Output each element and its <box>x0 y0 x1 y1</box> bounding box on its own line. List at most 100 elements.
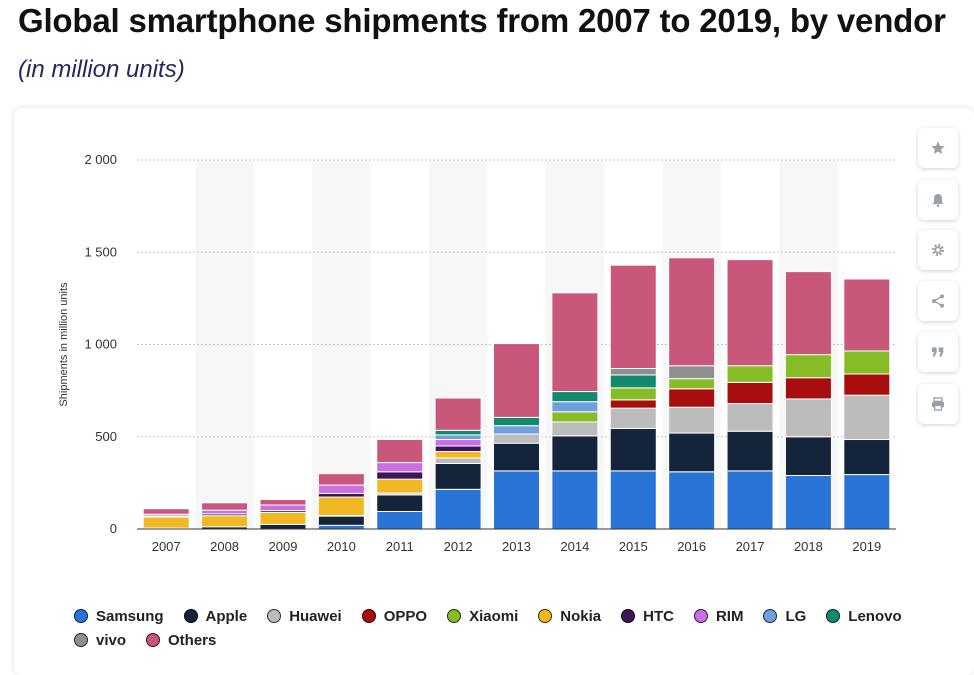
bar-segment-huawei <box>726 403 774 432</box>
bar-segment-apple <box>609 427 657 472</box>
print-icon <box>930 396 946 412</box>
legend-item-lenovo[interactable]: Lenovo <box>826 607 902 625</box>
legend-label: Nokia <box>560 607 602 625</box>
legend-item-htc[interactable]: HTC <box>621 607 674 625</box>
legend-swatch <box>183 609 198 623</box>
legend-item-rim[interactable]: RIM <box>693 608 743 625</box>
bar-segment-others <box>668 257 716 367</box>
x-tick-label: 2007 <box>152 539 181 554</box>
bar-segment-rim <box>434 439 482 447</box>
bar-segment-samsung <box>726 470 774 530</box>
bar-segment-oppo <box>726 381 774 405</box>
y-tick-label: 2 000 <box>84 152 117 167</box>
legend-label: HTC <box>643 607 674 625</box>
bar-segment-huawei <box>434 457 482 465</box>
legend-item-huawei[interactable]: Huawei <box>267 607 342 625</box>
legend-item-vivo[interactable]: vivo <box>74 632 126 649</box>
legend-swatch <box>146 633 161 647</box>
bar-segment-apple <box>317 515 365 526</box>
y-tick-label: 500 <box>95 429 117 444</box>
legend-item-others[interactable]: Others <box>146 631 217 649</box>
bar-segment-vivo <box>668 365 716 380</box>
bar-segment-samsung <box>493 470 540 530</box>
favorite-button[interactable] <box>918 128 958 168</box>
legend-label: LG <box>785 607 807 625</box>
x-tick-label: 2013 <box>502 539 531 554</box>
bar-segment-nokia <box>201 515 249 528</box>
legend-label: Huawei <box>289 607 342 625</box>
legend-item-apple[interactable]: Apple <box>183 607 248 625</box>
legend-label: Lenovo <box>848 607 902 625</box>
legend-swatch <box>538 609 553 623</box>
x-tick-label: 2011 <box>386 539 414 554</box>
bar-segment-htc <box>434 445 482 453</box>
notification-button[interactable] <box>918 180 958 220</box>
bar-segment-samsung <box>784 474 832 530</box>
bar-segment-samsung <box>843 474 891 530</box>
legend-swatch <box>267 609 282 623</box>
legend-label: Apple <box>205 607 248 625</box>
bar-segment-others <box>726 259 774 367</box>
share-icon <box>930 293 946 309</box>
bar-segment-samsung <box>609 470 657 530</box>
bar-segment-huawei <box>668 406 716 434</box>
stacked-bar-chart: 0 500 1 000 1 500 2 000 Shipments in million … <box>58 152 896 554</box>
legend-item-lg[interactable]: LG <box>763 607 807 625</box>
star-icon <box>930 140 946 156</box>
bar-segment-others <box>142 508 190 515</box>
bar-segment-others <box>259 498 307 506</box>
print-button[interactable] <box>918 384 958 424</box>
gear-icon <box>930 242 946 258</box>
bar-segment-others <box>434 397 482 431</box>
legend-item-nokia[interactable]: Nokia <box>538 607 602 625</box>
y-tick-label: 1 000 <box>84 337 117 352</box>
bar-segment-others <box>317 473 365 486</box>
bar-segment-others <box>843 278 891 352</box>
bar-segment-apple <box>843 439 891 476</box>
bar-segment-others <box>201 502 249 511</box>
bar-segment-xiaomi <box>609 387 657 401</box>
legend-item-oppo[interactable]: OPPO <box>361 608 427 625</box>
bar-segment-samsung <box>317 524 365 530</box>
bar-segment-huawei <box>784 398 832 438</box>
bar-segment-rim <box>201 509 249 515</box>
legend-label: Others <box>168 631 217 649</box>
x-tick-label: 2012 <box>444 539 473 554</box>
bar-segment-xiaomi <box>726 365 774 383</box>
bar-segment-others <box>493 343 540 418</box>
bar-segment-xiaomi <box>668 378 716 390</box>
settings-button[interactable] <box>918 230 958 270</box>
x-tick-label: 2018 <box>794 539 823 554</box>
bar-segment-rim <box>317 484 365 494</box>
bar-segment-huawei <box>493 433 540 444</box>
bar-segment-apple <box>668 432 716 473</box>
bar-segment-lenovo <box>609 374 657 389</box>
legend-label: Samsung <box>96 607 164 625</box>
bar-segment-lg <box>434 434 482 441</box>
chart-subtitle: (in million units) <box>18 56 185 83</box>
bar-segment-samsung <box>434 488 482 530</box>
bar-segment-samsung <box>668 471 716 530</box>
bar-segment-others <box>376 439 424 464</box>
x-tick-label: 2010 <box>327 539 356 554</box>
legend-swatch <box>763 609 778 623</box>
bar-segment-lenovo <box>493 416 540 427</box>
bar-segment-xiaomi <box>784 354 832 379</box>
bar-segment-oppo <box>843 373 891 396</box>
bar-segment-rim <box>376 462 424 473</box>
bar-segment-apple <box>376 494 424 512</box>
quote-icon <box>930 344 946 360</box>
legend-item-xiaomi[interactable]: Xiaomi <box>447 607 519 625</box>
legend-swatch <box>693 609 708 623</box>
bar-segment-xiaomi <box>551 411 599 423</box>
legend-label: Xiaomi <box>469 607 519 625</box>
bar-segment-lenovo <box>551 391 599 403</box>
chart-legend: Samsung Apple Huawei OPPO Xiaomi Nokia HTC RIM L… <box>74 607 914 649</box>
share-button[interactable] <box>918 281 958 321</box>
bar-segment-oppo <box>668 388 716 408</box>
cite-button[interactable] <box>918 332 958 372</box>
bar-segment-others <box>551 292 599 393</box>
legend-item-samsung[interactable]: Samsung <box>74 607 164 625</box>
bar-segment-samsung <box>376 510 424 530</box>
y-axis-label: Shipments in million units <box>58 282 70 407</box>
